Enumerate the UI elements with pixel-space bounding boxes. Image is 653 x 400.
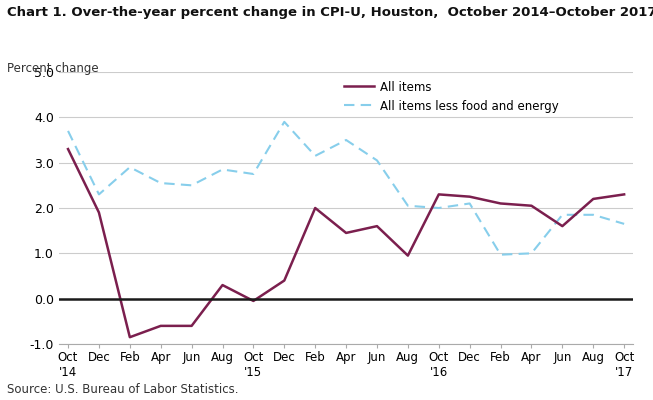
Text: Percent change: Percent change (7, 62, 98, 75)
Text: Chart 1. Over-the-year percent change in CPI-U, Houston,  October 2014–October 2: Chart 1. Over-the-year percent change in… (7, 6, 653, 19)
Legend: All items, All items less food and energy: All items, All items less food and energ… (344, 81, 558, 112)
Text: Source: U.S. Bureau of Labor Statistics.: Source: U.S. Bureau of Labor Statistics. (7, 383, 238, 396)
